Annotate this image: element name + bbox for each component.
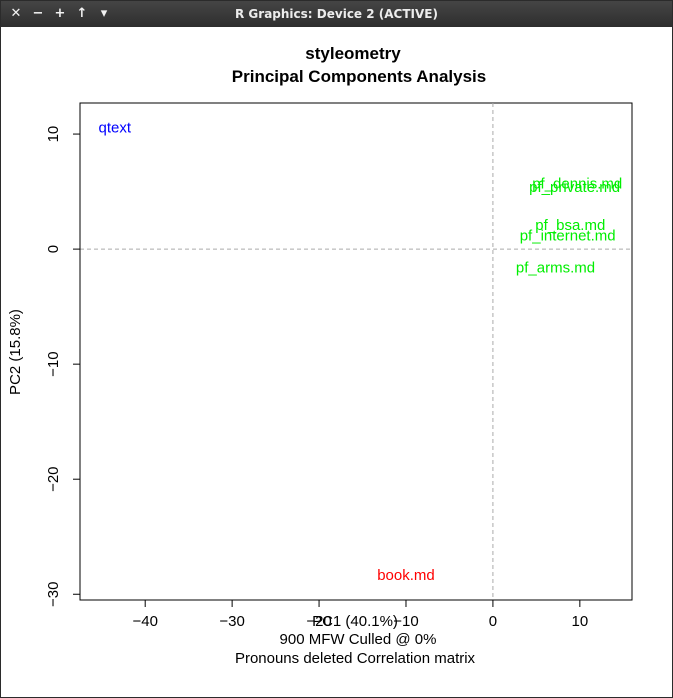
minimize-icon[interactable]: − xyxy=(32,6,44,21)
footer-line-1: 900 MFW Culled @ 0% xyxy=(280,631,437,648)
y-axis-label: PC2 (15.8%) xyxy=(7,309,24,395)
point-label-qtext: qtext xyxy=(99,119,132,136)
point-label-pf-internet-md: pf_internet.md xyxy=(520,227,616,244)
pca-plot: styleometry Principal Components Analysi… xyxy=(7,44,633,667)
y-tick-label: 10 xyxy=(45,126,62,143)
point-label-pf-arms-md: pf_arms.md xyxy=(516,260,595,277)
chart-title: styleometry xyxy=(305,44,401,63)
raise-icon[interactable]: ↑ xyxy=(76,6,88,21)
point-label-pf-bsa-md: pf_bsa.md xyxy=(535,217,605,234)
x-axis-label: PC1 (40.1%) xyxy=(312,613,398,630)
x-tick-label: 0 xyxy=(489,613,497,630)
maximize-icon[interactable]: + xyxy=(54,6,66,21)
y-tick-label: 0 xyxy=(45,245,62,253)
x-axis: −40 −30 −20 −10 0 10 xyxy=(132,599,588,630)
x-tick-label: −20 xyxy=(306,613,331,630)
window-title: R Graphics: Device 2 (ACTIVE) xyxy=(235,7,438,21)
y-tick-label: −20 xyxy=(45,466,62,491)
chart-subtitle: Principal Components Analysis xyxy=(232,67,486,86)
footer-line-2: Pronouns deleted Correlation matrix xyxy=(235,650,476,667)
point-label-pf-private-md: pf_private.md xyxy=(529,179,620,196)
reference-lines xyxy=(80,103,632,600)
x-tick-label: 10 xyxy=(571,613,588,630)
point-label-book-md: book.md xyxy=(377,567,435,584)
point-labels: qtextpf_dennis.mdpf_private.mdpf_bsa.mdp… xyxy=(99,119,623,584)
x-tick-label: −10 xyxy=(393,613,418,630)
x-tick-label: −40 xyxy=(132,613,157,630)
y-axis: −30 −20 −10 0 10 xyxy=(45,126,81,607)
point-label-pf-dennis-md: pf_dennis.md xyxy=(532,176,622,193)
y-tick-label: −10 xyxy=(45,351,62,376)
x-tick-label: −30 xyxy=(219,613,244,630)
window-titlebar[interactable]: ✕ − + ↑ ▾ R Graphics: Device 2 (ACTIVE) xyxy=(1,1,672,27)
y-tick-label: −30 xyxy=(45,582,62,607)
close-icon[interactable]: ✕ xyxy=(10,6,22,21)
window-menu-icon[interactable]: ▾ xyxy=(100,6,108,21)
